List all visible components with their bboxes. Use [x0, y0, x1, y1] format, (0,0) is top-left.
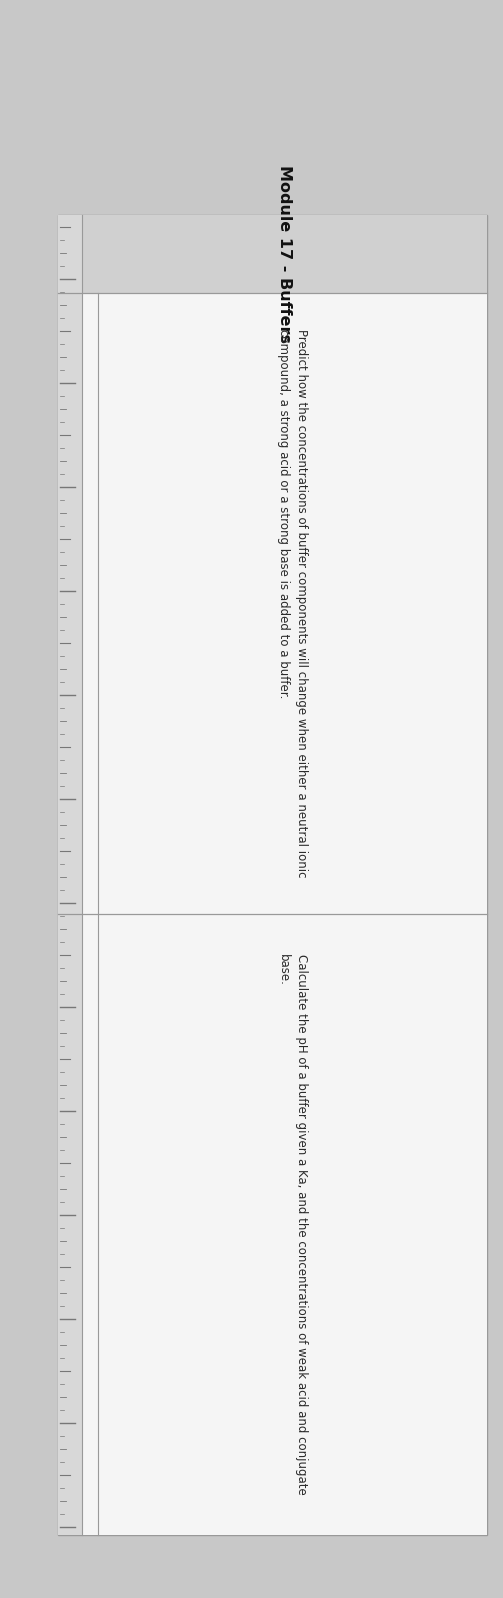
Text: Predict how the concentrations of buffer components will change when either a ne: Predict how the concentrations of buffer…: [277, 329, 308, 877]
Bar: [82, 216, 487, 292]
Text: Calculate the pH of a buffer given a Ka, and the concentrations of weak acid and: Calculate the pH of a buffer given a Ka,…: [277, 954, 308, 1494]
Text: Module 17 - Buffers: Module 17 - Buffers: [277, 165, 292, 344]
Bar: [58, 216, 487, 1536]
Bar: [58, 216, 82, 1536]
Bar: [82, 292, 487, 1536]
